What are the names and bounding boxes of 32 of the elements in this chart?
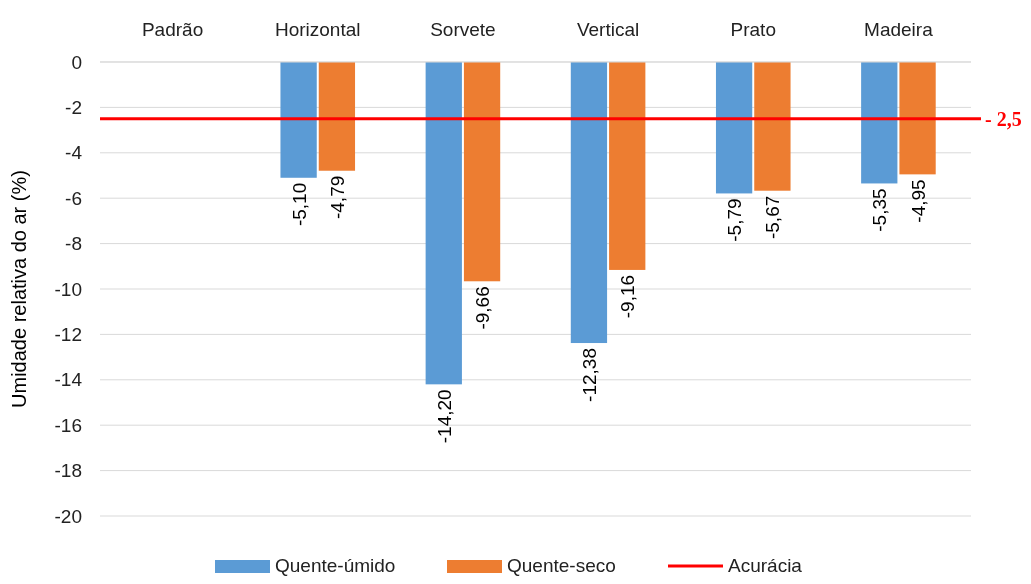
data-label: -9,16 — [617, 274, 639, 319]
data-label: -5,35 — [869, 188, 891, 232]
legend-label: Acurácia — [728, 555, 803, 576]
x-tick-label: Vertical — [576, 19, 640, 40]
y-tick-label: -2 — [65, 97, 82, 119]
data-label: -9,66 — [472, 286, 494, 330]
data-label: -5,10 — [288, 182, 310, 227]
x-tick-label: Madeira — [864, 19, 934, 40]
legend-label: Quente-seco — [507, 555, 616, 576]
y-axis-title: Umidade relativa do ar (%) — [8, 170, 30, 408]
data-label: -5,67 — [762, 195, 784, 240]
x-tick-label: Prato — [730, 19, 776, 40]
y-tick-label: -4 — [65, 142, 83, 164]
y-tick-label: -8 — [65, 233, 82, 255]
data-label: -14,20 — [433, 389, 455, 444]
data-label: -5,79 — [724, 198, 746, 242]
data-label: -4,95 — [907, 179, 929, 223]
y-tick-label: -18 — [54, 460, 82, 482]
y-tick-label: -14 — [54, 369, 83, 391]
y-tick-label: 0 — [71, 51, 82, 73]
y-tick-label: -20 — [54, 505, 82, 527]
x-tick-label: Sorvete — [430, 19, 496, 40]
y-tick-label: -10 — [54, 278, 82, 300]
x-tick-label: Padrão — [141, 19, 204, 40]
data-label: -12,38 — [578, 348, 600, 402]
y-tick-label: -6 — [65, 187, 82, 209]
text: - 2,5 — [985, 107, 1022, 130]
x-tick-label: Horizontal — [274, 19, 361, 40]
y-tick-label: -16 — [54, 414, 82, 436]
y-tick-label: -12 — [54, 324, 82, 346]
data-label: -4,79 — [326, 175, 348, 220]
legend-label: Quente-úmido — [275, 555, 396, 576]
